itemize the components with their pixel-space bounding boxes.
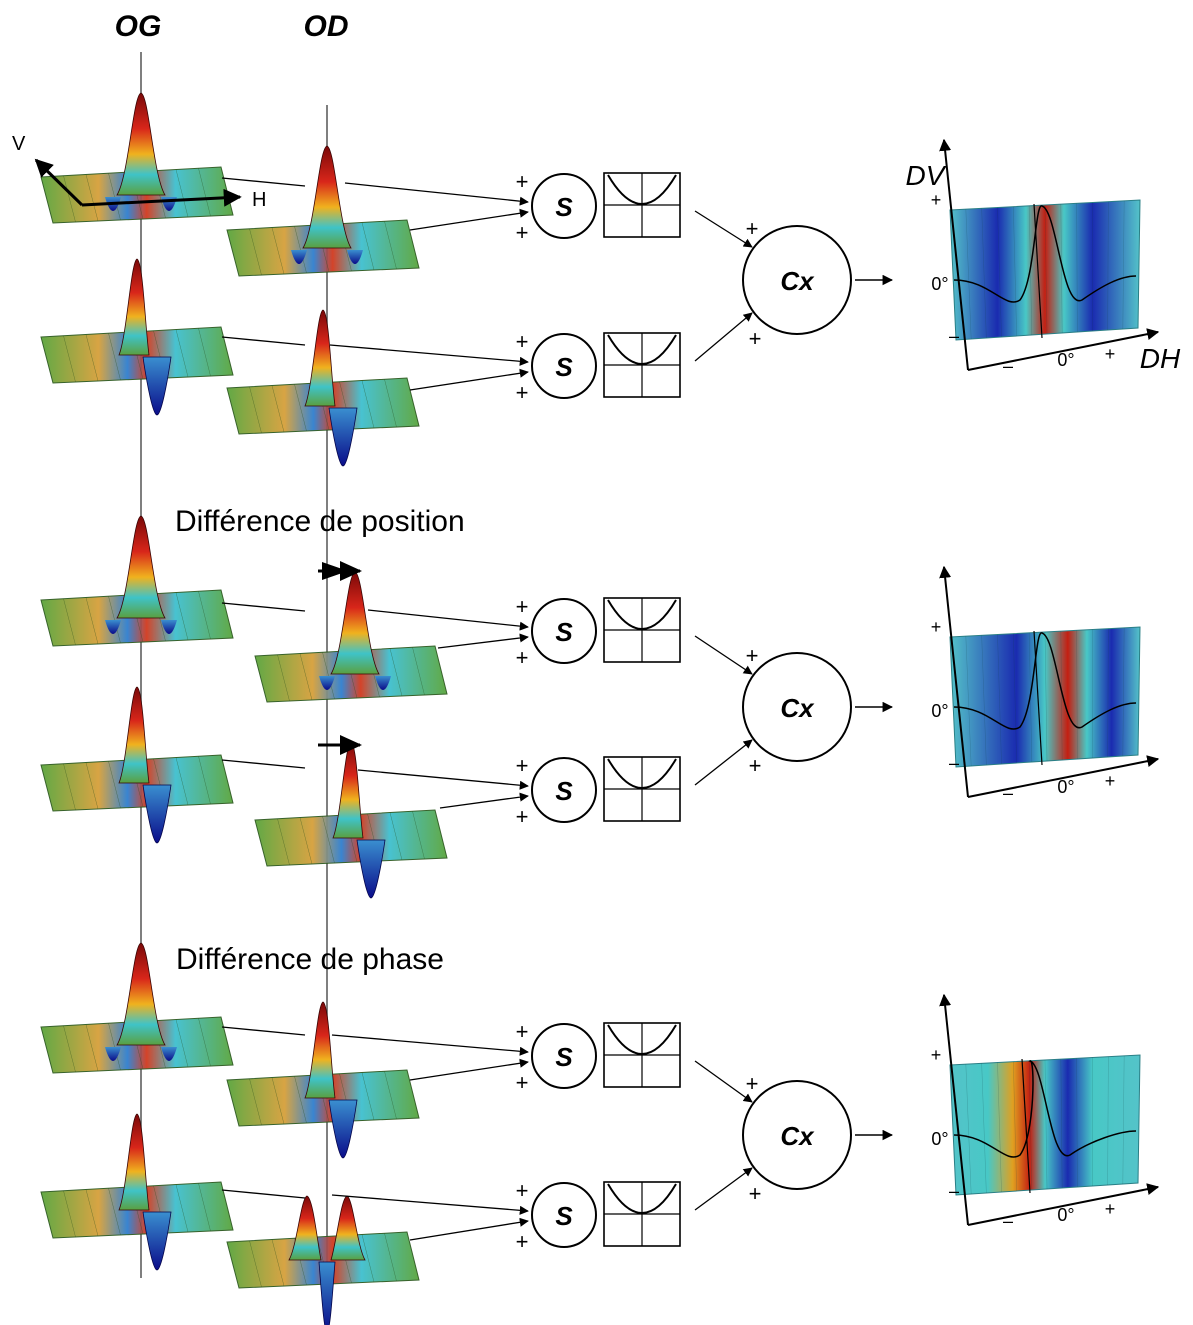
complex-unit-label: Cx (780, 266, 815, 296)
axis-tick-zero: 0° (1057, 777, 1074, 797)
plus-sign: + (516, 169, 529, 194)
rf-axis-indicator: V H (12, 133, 266, 211)
plus-sign: + (749, 753, 762, 778)
unit-layer: + + S + + S + + S + + S + + S + + S + + Cx + + Cx + + Cx (516, 169, 852, 1254)
plus-sign: + (749, 1181, 762, 1206)
simple-unit-label: S (555, 192, 573, 222)
rf-left-row2 (40, 258, 234, 416)
axis-tick-zero: 0° (931, 1129, 948, 1149)
right-eye-header: OD (304, 10, 349, 43)
squaring-nonlinearity-box (603, 597, 681, 663)
squaring-nonlinearity-box (603, 172, 681, 238)
squaring-nonlinearity-box (603, 1022, 681, 1088)
plus-sign: + (516, 1178, 529, 1203)
plus-sign: + (516, 1019, 529, 1044)
axis-tick-plus: + (1105, 1199, 1116, 1219)
axis-tick-zero: 0° (1057, 350, 1074, 370)
simple-unit-1: + + S (516, 169, 681, 245)
axis-tick-plus: + (931, 1045, 942, 1065)
plus-sign: + (516, 1070, 529, 1095)
rf-left-row3 (40, 515, 234, 647)
position-shift-arrow (318, 561, 362, 581)
plus-sign: + (516, 753, 529, 778)
simple-unit-label: S (555, 617, 573, 647)
plus-sign: + (516, 1229, 529, 1254)
axis-tick-zero: 0° (931, 701, 948, 721)
plus-sign: + (746, 1071, 759, 1096)
disparity-tuning-map-2: +0° – – 0° + (931, 565, 1160, 803)
axis-tick-minus: – (1003, 1211, 1013, 1231)
axis-tick-zero: 0° (1057, 1205, 1074, 1225)
dv-axis-label: DV (906, 160, 947, 191)
left-eye-header: OG (115, 10, 162, 43)
position-shift-arrow (318, 735, 362, 755)
simple-unit-label: S (555, 352, 573, 382)
plus-sign: + (746, 643, 759, 668)
rf-left-row6 (40, 1113, 234, 1271)
plus-sign: + (516, 329, 529, 354)
simple-unit-label: S (555, 1201, 573, 1231)
plus-sign: + (516, 220, 529, 245)
squaring-nonlinearity-box (603, 332, 681, 398)
axis-tick-plus: + (1105, 771, 1116, 791)
simple-unit-label: S (555, 776, 573, 806)
complex-unit-1: + + Cx (742, 216, 852, 351)
simple-unit-2: + + S (516, 329, 681, 405)
plus-sign: + (516, 645, 529, 670)
rf-right-row5 (226, 1001, 420, 1159)
rf-axis-v-label: V (12, 133, 26, 155)
squaring-nonlinearity-box (603, 1181, 681, 1247)
axis-tick-plus: + (931, 190, 942, 210)
simple-unit-label: S (555, 1042, 573, 1072)
complex-unit-2: + + Cx (742, 643, 852, 778)
simple-unit-4: + + S (516, 753, 681, 829)
axis-tick-plus: + (931, 617, 942, 637)
section-title-phase: Différence de phase (176, 943, 444, 976)
simple-unit-6: + + S (516, 1178, 681, 1254)
rf-right-row2 (226, 309, 420, 467)
rf-right-row1 (226, 145, 420, 277)
section-title-position: Différence de position (175, 505, 465, 538)
receptive-field-layer (40, 92, 448, 1325)
axis-tick-minus: – (949, 753, 959, 773)
axis-tick-zero: 0° (931, 274, 948, 294)
axis-tick-plus: + (1105, 344, 1116, 364)
simple-unit-5: + + S (516, 1019, 681, 1095)
rf-axis-h-label: H (252, 189, 266, 211)
rf-right-row3 (254, 571, 448, 703)
plus-sign: + (749, 326, 762, 351)
complex-unit-3: + + Cx (742, 1071, 852, 1206)
disparity-tuning-map-3: +0° – – 0° + (931, 993, 1160, 1231)
axis-tick-minus: – (1003, 356, 1013, 376)
axis-tick-minus: – (949, 326, 959, 346)
plus-sign: + (516, 804, 529, 829)
dh-axis-label: DH (1140, 343, 1181, 374)
rf-left-row5 (40, 942, 234, 1074)
squaring-nonlinearity-box (603, 756, 681, 822)
rf-right-row6 (226, 1195, 420, 1325)
axis-tick-minus: – (949, 1181, 959, 1201)
plus-sign: + (516, 594, 529, 619)
plus-sign: + (516, 380, 529, 405)
rf-left-row4 (40, 686, 234, 844)
simple-unit-3: + + S (516, 594, 681, 670)
axis-tick-minus: – (1003, 783, 1013, 803)
rf-right-row4 (254, 741, 448, 899)
connection-layer (221, 177, 894, 1241)
complex-unit-label: Cx (780, 693, 815, 723)
complex-unit-label: Cx (780, 1121, 815, 1151)
plus-sign: + (746, 216, 759, 241)
